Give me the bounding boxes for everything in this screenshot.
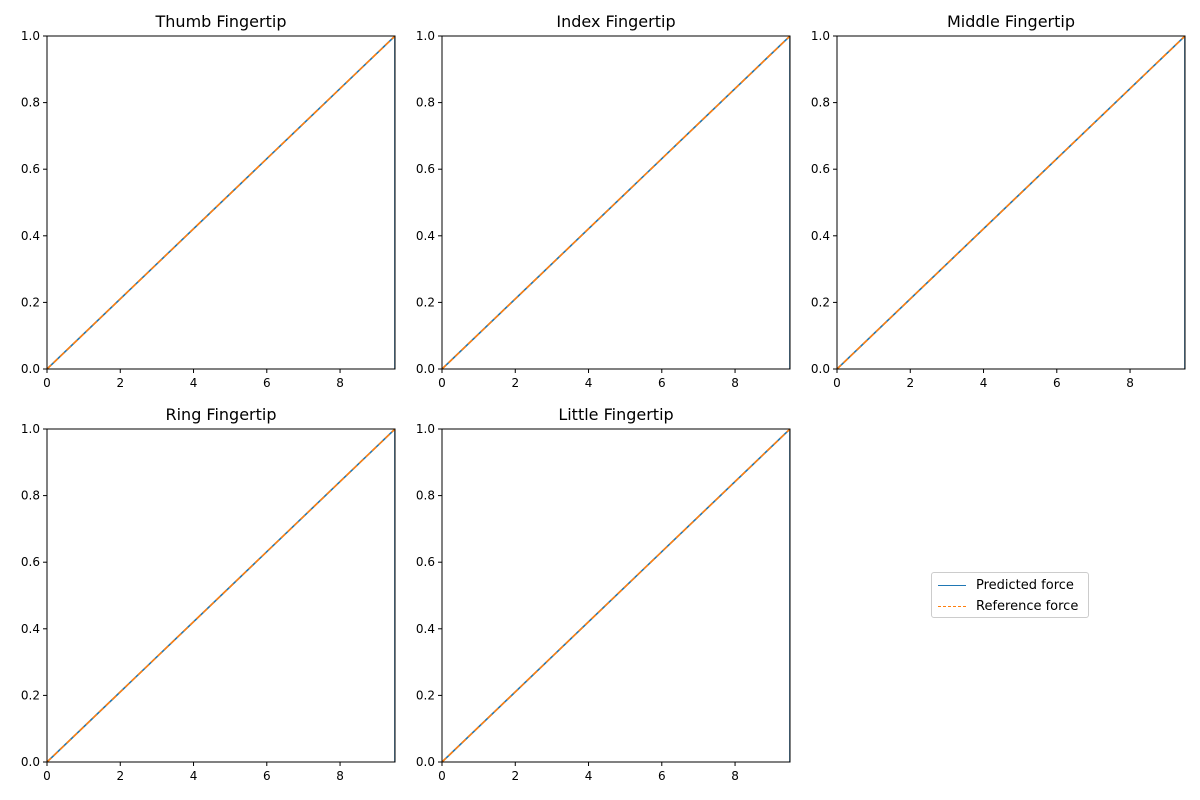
- panel-little: 0 2 4 6 8 0.0 0.2 0.4 0.6 0.8 1.0 Little Fingertip: [416, 405, 791, 783]
- y-tick-label: 1.0: [811, 29, 830, 43]
- x-tick-label: 0: [43, 769, 51, 783]
- legend-label-reference: Reference force: [976, 599, 1079, 614]
- y-tick-label: 0.0: [21, 362, 40, 376]
- series-reference-line: [837, 36, 1185, 369]
- x-tick-label: 0: [833, 376, 841, 390]
- x-tick-label: 4: [585, 769, 593, 783]
- x-tick-label: 0: [43, 376, 51, 390]
- y-tick-label: 1.0: [21, 29, 40, 43]
- y-tick-label: 0.8: [21, 96, 40, 110]
- y-tick-label: 0.2: [416, 688, 435, 702]
- y-tick-label: 0.0: [416, 362, 435, 376]
- y-tick-label: 1.0: [21, 422, 40, 436]
- x-tick-label: 8: [731, 376, 739, 390]
- series-predicted-line: [47, 429, 395, 762]
- x-tick-label: 2: [906, 376, 914, 390]
- y-tick-label: 0.8: [21, 489, 40, 503]
- series-predicted-line: [442, 429, 790, 762]
- x-tick-label: 6: [658, 376, 666, 390]
- panel-thumb: 0 2 4 6 8 0.0 0.2 0.4 0.6 0.8 1.0 Thumb Fingertip: [21, 12, 396, 390]
- y-tick-label: 0.4: [21, 622, 40, 636]
- panel-title: Thumb Fingertip: [155, 12, 287, 31]
- x-tick-label: 4: [190, 769, 198, 783]
- y-tick-label: 0.0: [811, 362, 830, 376]
- y-tick-label: 0.2: [416, 295, 435, 309]
- series-group-middle: [837, 36, 1185, 369]
- series-group-thumb: [47, 36, 395, 369]
- panel-title: Ring Fingertip: [165, 405, 276, 424]
- y-tick-label: 0.0: [21, 755, 40, 769]
- y-tick-label: 0.8: [416, 96, 435, 110]
- x-tick-label: 6: [1053, 376, 1061, 390]
- axes-frame-index: [441, 35, 791, 370]
- axes-frame-thumb: [46, 35, 396, 370]
- legend-swatch-predicted: [938, 585, 966, 586]
- legend-entry-predicted: Predicted force: [932, 575, 1088, 596]
- x-tick-label: 0: [438, 376, 446, 390]
- axes-frame-middle: [836, 35, 1186, 370]
- y-tick-label: 0.6: [416, 555, 435, 569]
- y-tick-label: 0.2: [21, 688, 40, 702]
- x-tick-label: 6: [263, 769, 271, 783]
- series-predicted-line: [442, 36, 790, 369]
- x-tick-label: 4: [190, 376, 198, 390]
- y-tick-label: 0.2: [811, 295, 830, 309]
- series-reference-line: [442, 36, 790, 369]
- y-tick-label: 0.6: [416, 162, 435, 176]
- x-tick-label: 8: [1126, 376, 1134, 390]
- x-tick-label: 2: [116, 769, 124, 783]
- panel-ring: 0 2 4 6 8 0.0 0.2 0.4 0.6 0.8 1.0 Ring Fingertip: [21, 405, 396, 783]
- series-reference-line: [47, 429, 395, 762]
- x-tick-label: 0: [438, 769, 446, 783]
- y-tick-label: 0.6: [811, 162, 830, 176]
- x-tick-label: 4: [980, 376, 988, 390]
- y-tick-label: 0.8: [811, 96, 830, 110]
- axes-frame-little: [441, 428, 791, 763]
- y-tick-label: 0.2: [21, 295, 40, 309]
- series-predicted-line: [47, 36, 395, 369]
- panel-middle: 0 2 4 6 8 0.0 0.2 0.4 0.6 0.8 1.0 Middle Fingertip: [811, 12, 1186, 390]
- legend-label-predicted: Predicted force: [976, 578, 1074, 593]
- y-tick-label: 0.6: [21, 555, 40, 569]
- series-group-index: [442, 36, 790, 369]
- panel-title: Little Fingertip: [558, 405, 673, 424]
- x-tick-label: 2: [511, 376, 519, 390]
- x-tick-label: 2: [116, 376, 124, 390]
- x-tick-label: 8: [336, 769, 344, 783]
- y-tick-label: 0.4: [416, 229, 435, 243]
- x-tick-label: 8: [336, 376, 344, 390]
- series-reference-line: [47, 36, 395, 369]
- x-tick-label: 4: [585, 376, 593, 390]
- series-group-little: [442, 429, 790, 762]
- series-predicted-line: [837, 36, 1185, 369]
- y-tick-label: 0.4: [811, 229, 830, 243]
- y-tick-label: 0.0: [416, 755, 435, 769]
- y-tick-label: 0.4: [21, 229, 40, 243]
- x-tick-label: 8: [731, 769, 739, 783]
- legend: Predicted force Reference force: [931, 572, 1089, 618]
- legend-swatch-reference: [938, 606, 966, 607]
- panel-title: Index Fingertip: [556, 12, 675, 31]
- x-tick-label: 2: [511, 769, 519, 783]
- series-reference-line: [442, 429, 790, 762]
- y-tick-label: 0.8: [416, 489, 435, 503]
- panel-index: 0 2 4 6 8 0.0 0.2 0.4 0.6 0.8 1.0 Index Fingertip: [416, 12, 791, 390]
- y-tick-label: 1.0: [416, 422, 435, 436]
- x-tick-label: 6: [658, 769, 666, 783]
- panel-title: Middle Fingertip: [947, 12, 1075, 31]
- legend-entry-reference: Reference force: [932, 596, 1088, 617]
- axes-frame-ring: [46, 428, 396, 763]
- y-tick-label: 0.4: [416, 622, 435, 636]
- series-group-ring: [47, 429, 395, 762]
- y-tick-label: 0.6: [21, 162, 40, 176]
- x-tick-label: 6: [263, 376, 271, 390]
- y-tick-label: 1.0: [416, 29, 435, 43]
